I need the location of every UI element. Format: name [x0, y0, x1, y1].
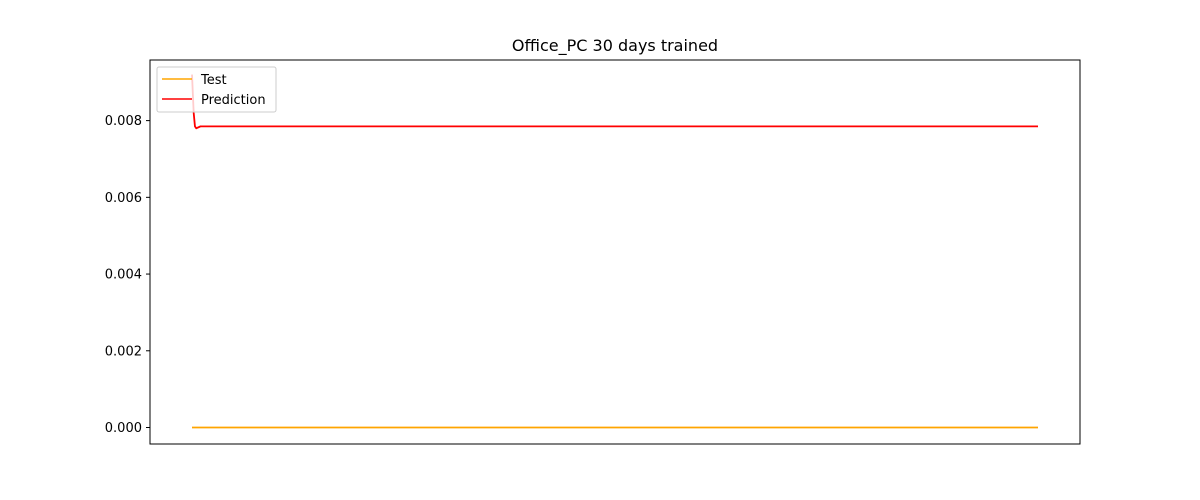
plot-area	[149, 59, 1081, 445]
plot-frame	[149, 59, 1081, 445]
legend-label-test: Test	[200, 73, 227, 88]
y-axis: 0.000 0.002 0.004 0.006 0.008	[105, 114, 150, 436]
y-tick-label: 0.004	[105, 268, 142, 283]
chart-title: Office_PC 30 days trained	[512, 36, 718, 56]
y-tick-label: 0.000	[105, 421, 142, 436]
legend: Test Prediction	[156, 66, 277, 113]
legend-label-prediction: Prediction	[201, 93, 266, 108]
series-layer	[191, 74, 1038, 429]
y-tick-label: 0.008	[105, 114, 142, 129]
y-tick-label: 0.006	[105, 191, 142, 206]
y-tick-label: 0.002	[105, 344, 142, 359]
series-line-prediction	[191, 74, 1038, 130]
